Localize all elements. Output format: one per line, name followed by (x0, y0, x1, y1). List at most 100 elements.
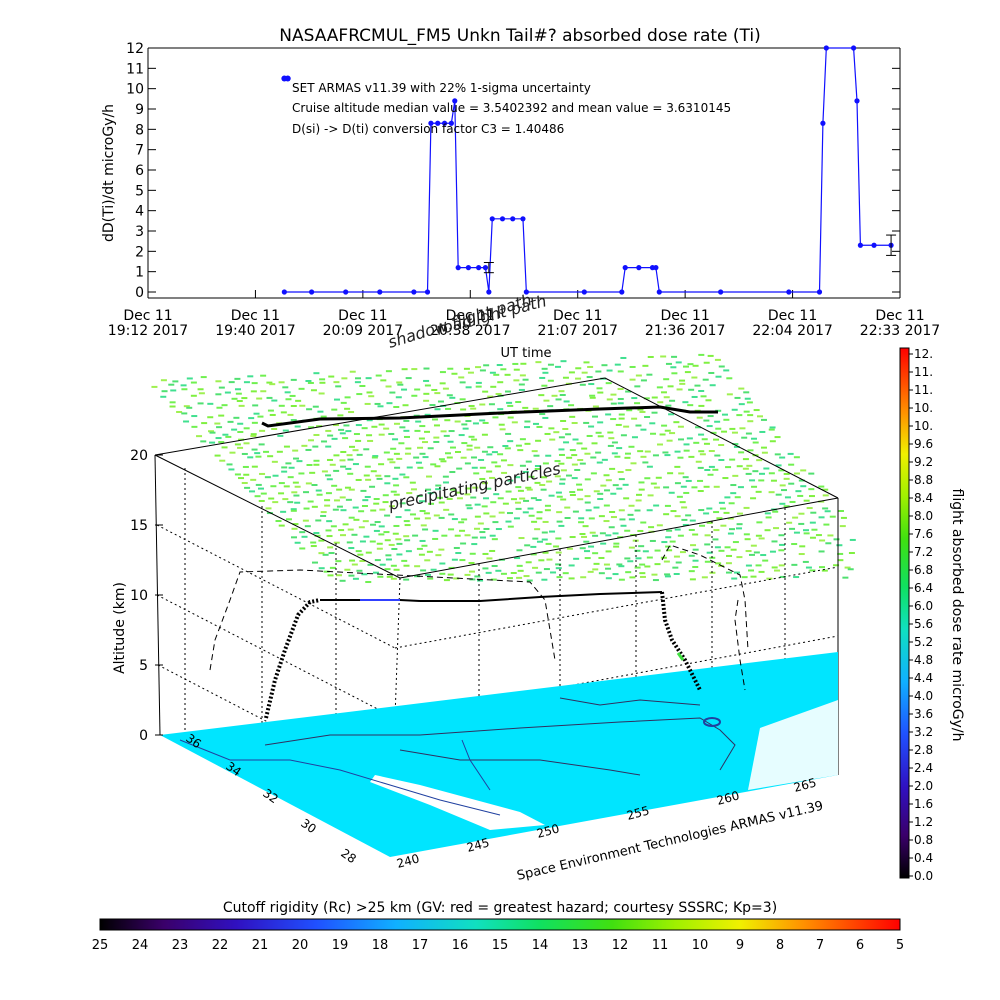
particle-marker (324, 504, 331, 507)
particle-marker (696, 416, 703, 419)
particle-marker (618, 478, 625, 481)
particle-marker (361, 573, 368, 576)
particle-marker (578, 521, 585, 524)
particle-marker (237, 430, 244, 433)
particle-marker (309, 471, 316, 474)
particle-marker (628, 518, 635, 521)
particle-marker (566, 456, 573, 459)
particle-marker (215, 437, 222, 440)
particle-marker (517, 569, 524, 572)
particle-marker (385, 558, 392, 561)
y-tick-label: 10 (126, 82, 144, 98)
particle-marker (783, 505, 790, 508)
particle-marker (351, 533, 358, 536)
dose-colorbar (899, 347, 910, 879)
particle-marker (333, 499, 340, 502)
particle-marker (347, 472, 354, 475)
particle-marker (723, 511, 730, 514)
particle-marker (196, 435, 203, 438)
particle-marker (352, 577, 359, 580)
particle-marker (439, 572, 446, 575)
particle-marker (377, 405, 384, 408)
particle-marker (681, 506, 688, 509)
particle-marker (352, 463, 359, 466)
particle-marker (403, 535, 410, 538)
particle-marker (378, 463, 385, 466)
particle-marker (435, 488, 442, 491)
particle-marker (610, 393, 617, 396)
y-tick-label: 6 (135, 163, 144, 179)
particle-marker (541, 384, 548, 387)
particle-marker (482, 421, 489, 424)
particle-marker (644, 477, 651, 480)
particle-marker (497, 497, 504, 500)
particle-marker (698, 509, 705, 512)
particle-marker (569, 449, 576, 452)
particle-marker (569, 536, 576, 539)
particle-marker (646, 465, 653, 468)
particle-marker (713, 529, 720, 532)
particle-marker (272, 501, 279, 504)
particle-marker (756, 415, 763, 418)
x-tick-label-day: Dec 11 (123, 308, 172, 324)
particle-marker (577, 498, 584, 501)
particle-marker (576, 442, 583, 445)
particle-marker (731, 577, 738, 580)
particle-marker (810, 511, 817, 514)
particle-marker (293, 457, 300, 460)
particle-marker (639, 575, 646, 578)
particle-marker (238, 438, 245, 441)
particle-marker (635, 374, 642, 377)
y-axis-label: dD(Ti)/dt microGy/h (101, 104, 117, 242)
particle-marker (738, 403, 745, 406)
particle-marker (471, 438, 478, 441)
particle-marker (706, 521, 713, 524)
particle-marker (339, 579, 346, 582)
particle-marker (704, 560, 711, 563)
particle-marker (728, 502, 735, 505)
particle-marker (706, 425, 713, 428)
particle-marker (555, 398, 562, 401)
particle-marker (617, 397, 624, 400)
particle-marker (321, 440, 328, 443)
data-point (850, 45, 857, 51)
particle-marker (798, 553, 805, 556)
particle-marker (680, 485, 687, 488)
particle-marker (687, 404, 694, 407)
particle-marker (793, 576, 800, 579)
particle-marker (778, 469, 785, 472)
particle-marker (401, 368, 408, 371)
particle-marker (432, 529, 439, 532)
rigidity-colorbar-title: Cutoff rigidity (Rc) >25 km (GV: red = g… (223, 900, 777, 916)
particle-marker (320, 415, 327, 418)
particle-marker (320, 511, 327, 514)
particle-marker (646, 373, 653, 376)
particle-marker (433, 436, 440, 439)
particle-marker (640, 428, 647, 431)
particle-marker (600, 484, 607, 487)
particle-marker (714, 454, 721, 457)
colorbar-tick-label: 11. (914, 365, 933, 379)
particle-marker (216, 426, 223, 429)
particle-marker (393, 452, 400, 455)
particle-marker (634, 385, 641, 388)
particle-marker (393, 405, 400, 408)
particle-marker (818, 550, 825, 553)
longitude-tick-label: 240 (395, 851, 421, 870)
particle-marker (456, 467, 463, 470)
particle-marker (566, 547, 573, 550)
particle-marker (689, 578, 696, 581)
particle-marker (420, 524, 427, 527)
particle-marker (539, 376, 546, 379)
particle-marker (500, 368, 507, 371)
particle-marker (560, 360, 567, 363)
particle-marker (815, 534, 822, 537)
particle-marker (500, 572, 507, 575)
particle-marker (692, 559, 699, 562)
particle-marker (418, 553, 425, 556)
particle-marker (650, 432, 657, 435)
particle-marker (617, 370, 624, 373)
particle-marker (388, 543, 395, 546)
particle-marker (393, 484, 400, 487)
particle-marker (643, 397, 650, 400)
